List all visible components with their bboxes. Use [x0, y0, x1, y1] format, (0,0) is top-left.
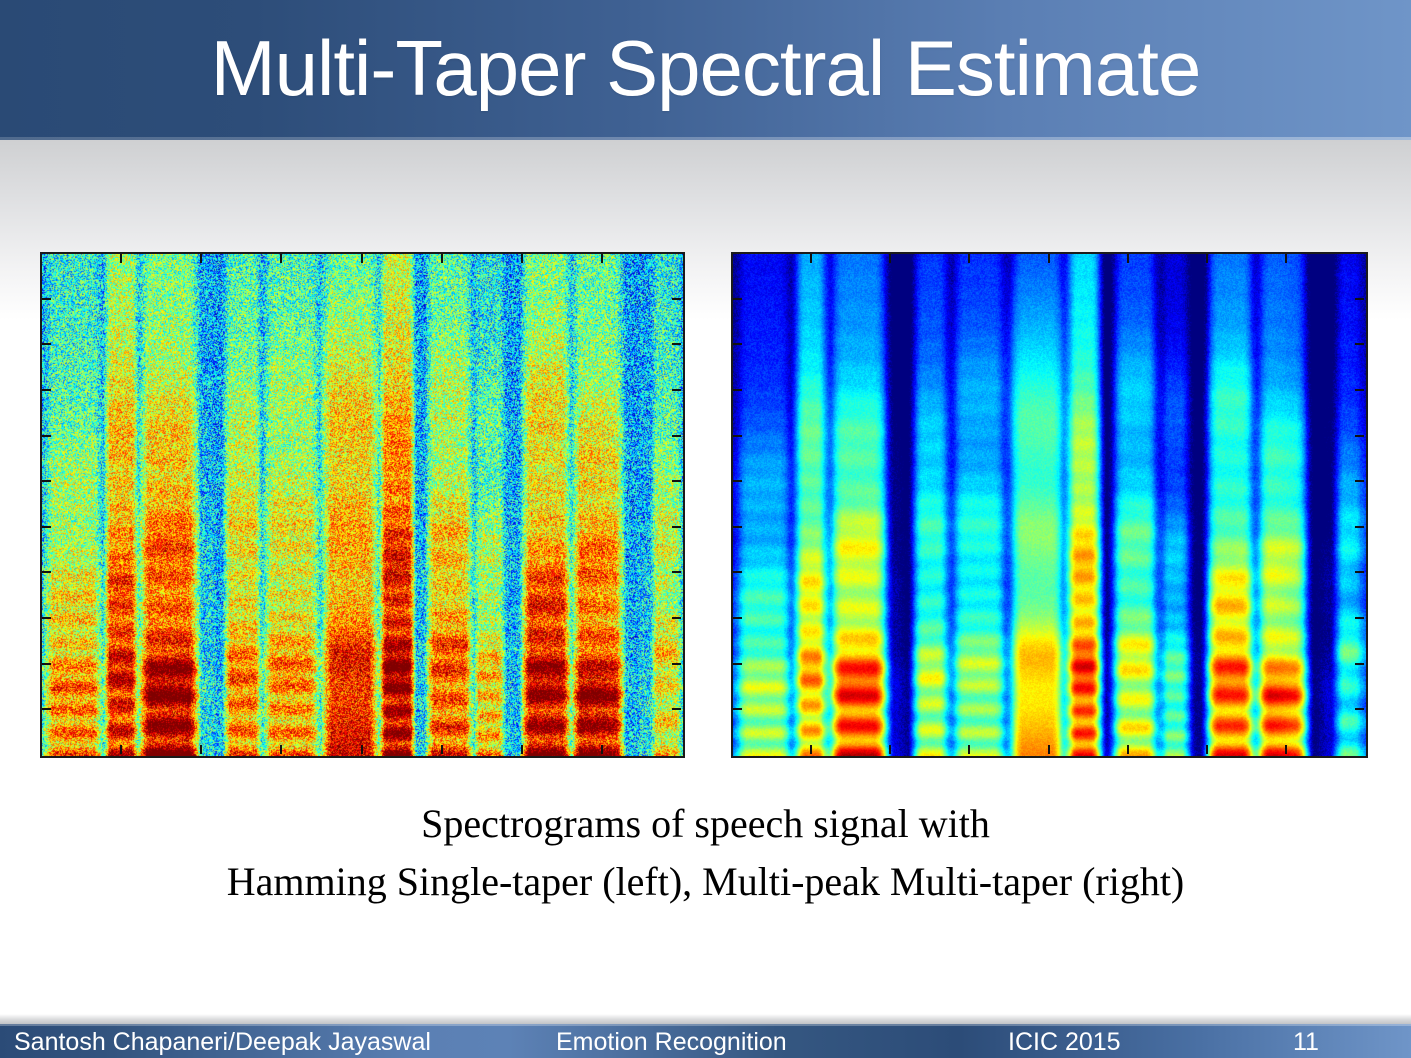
footer-topic: Emotion Recognition: [556, 1028, 787, 1056]
title-banner: Multi-Taper Spectral Estimate: [0, 0, 1411, 140]
spectrogram-left: [40, 252, 685, 758]
figure-caption-line-1: Spectrograms of speech signal with: [421, 801, 990, 846]
page-title: Multi-Taper Spectral Estimate: [210, 24, 1202, 112]
spectrogram-left-canvas: [42, 254, 683, 756]
figure-caption: Spectrograms of speech signal with Hammi…: [0, 795, 1411, 911]
footer-separator: [0, 1014, 1411, 1024]
figure-caption-line-2: Hamming Single-taper (left), Multi-peak …: [226, 859, 1185, 904]
footer-venue: ICIC 2015: [1008, 1028, 1121, 1056]
footer-bar: Santosh Chapaneri/Deepak Jayaswal Emotio…: [0, 1024, 1411, 1058]
spectrogram-right: [731, 252, 1368, 758]
footer-page-number: 11: [1293, 1028, 1319, 1056]
spectrogram-right-canvas: [733, 254, 1366, 756]
footer-authors: Santosh Chapaneri/Deepak Jayaswal: [14, 1028, 431, 1056]
